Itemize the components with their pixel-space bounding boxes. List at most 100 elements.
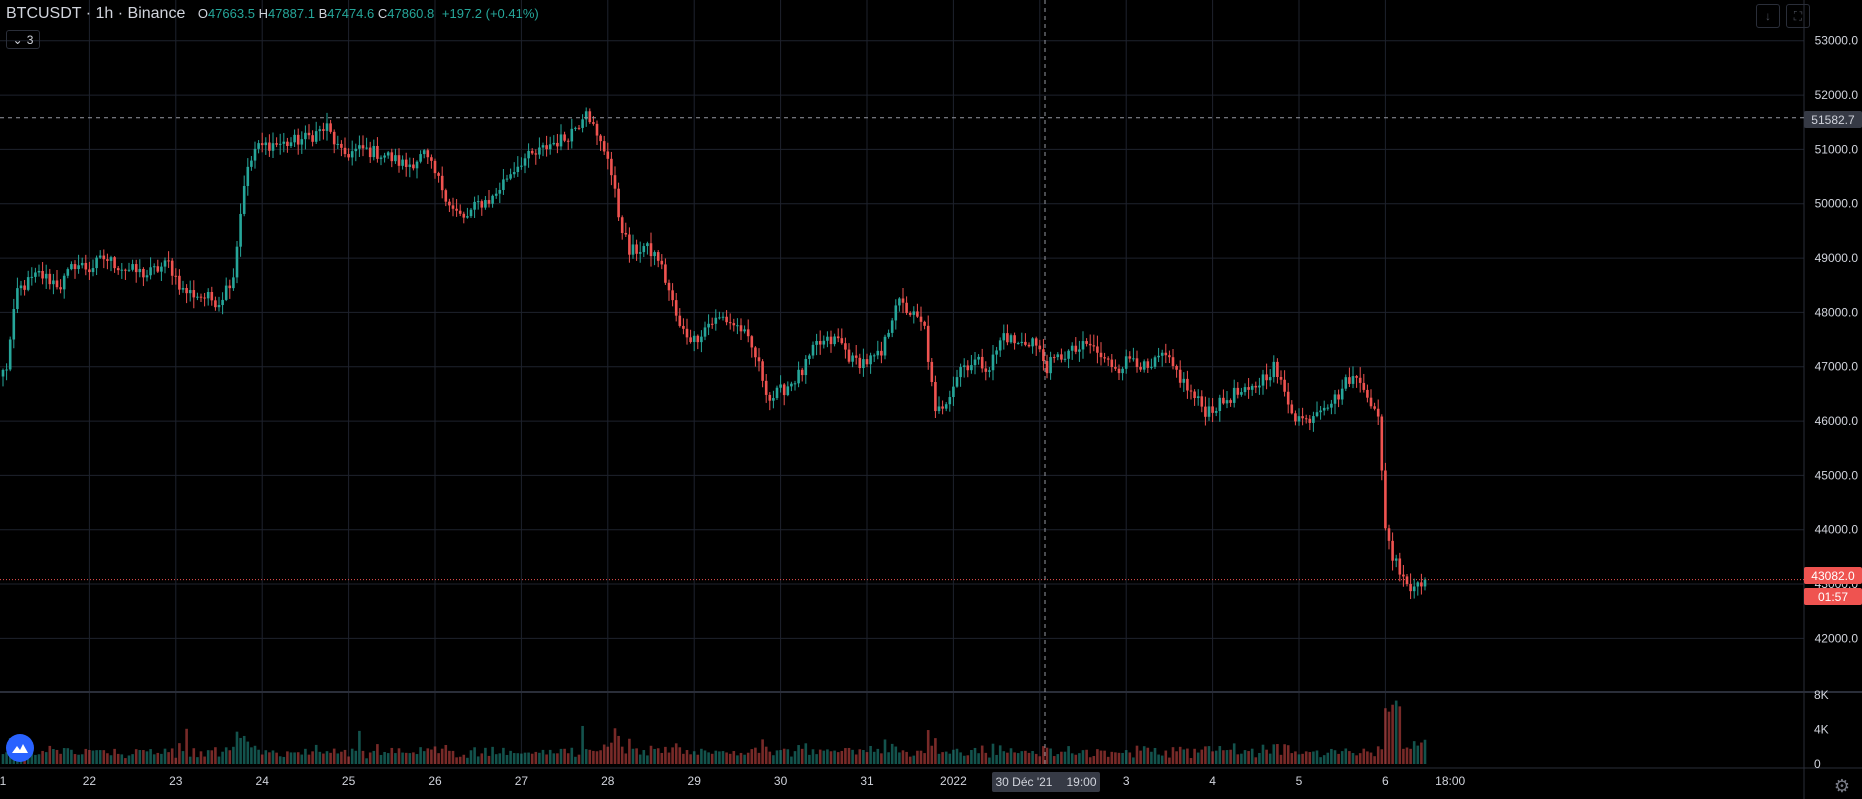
volume-bar — [811, 749, 815, 764]
tradingview-logo[interactable] — [6, 734, 34, 762]
gear-icon[interactable]: ⚙ — [1833, 776, 1850, 796]
volume-bar — [1304, 751, 1308, 764]
candle-body — [1319, 410, 1322, 413]
volume-bar — [5, 752, 8, 764]
candle-body — [545, 145, 548, 150]
fullscreen-icon[interactable]: ⛶ — [1786, 4, 1810, 28]
candle-body — [883, 336, 887, 356]
volume-bar — [1175, 751, 1178, 764]
volume-bar — [721, 751, 725, 764]
candle-body — [210, 292, 214, 301]
volume-bar — [127, 755, 131, 764]
volume-bar — [1178, 746, 1182, 764]
volume-bar — [491, 746, 494, 764]
candle-body — [1, 369, 5, 377]
candle-body — [397, 155, 401, 166]
volume-bar — [772, 755, 775, 764]
candle-body — [264, 142, 268, 146]
candle-body — [1052, 357, 1056, 359]
volume-bar — [563, 748, 566, 764]
candle-body — [368, 147, 372, 158]
candle-body — [1157, 355, 1160, 358]
volume-bar — [908, 756, 912, 764]
candle-body — [365, 147, 368, 149]
volume-bar — [804, 743, 808, 764]
candle-body — [1240, 392, 1243, 395]
volume-bar — [44, 752, 48, 764]
volume-bar — [642, 750, 646, 764]
volume-bar — [1211, 751, 1214, 764]
interval-label[interactable]: 1h — [95, 5, 114, 22]
candle-body — [322, 129, 325, 131]
candle-body — [1124, 356, 1128, 369]
volume-bar — [980, 745, 984, 764]
volume-bar — [829, 751, 833, 764]
volume-bar — [278, 756, 282, 764]
volume-bar — [1232, 743, 1236, 764]
volume-bar — [1358, 753, 1362, 764]
candle-body — [55, 280, 59, 288]
volume-bar — [1096, 749, 1099, 764]
candle-body — [782, 384, 786, 396]
volume-bar — [1290, 753, 1294, 764]
volume-bar — [340, 751, 343, 764]
candle-body — [1085, 341, 1088, 344]
candle-body — [930, 361, 934, 382]
candle-body — [1250, 385, 1254, 390]
time-axis[interactable]: 12223242526272829303120222345618:00 — [0, 774, 1466, 788]
download-icon[interactable]: ↓ — [1756, 4, 1780, 28]
volume-bar — [170, 748, 174, 764]
open-value: 47663.5 — [207, 6, 255, 21]
candle-body — [1330, 403, 1333, 408]
volume-bar — [149, 749, 152, 764]
volume-bar — [232, 746, 235, 764]
volume-bar — [1085, 749, 1088, 764]
volume-bar — [1409, 748, 1412, 764]
volume-bar — [1351, 753, 1355, 764]
volume-bar — [494, 754, 498, 764]
candle-body — [520, 165, 523, 167]
volume-bar — [73, 754, 77, 764]
x-tick-label: 31 — [860, 774, 874, 788]
volume-bar — [692, 751, 696, 764]
candle-body — [793, 383, 797, 385]
x-tick-label: 6 — [1382, 774, 1389, 788]
volume-bar — [1153, 747, 1157, 764]
candle-body — [952, 386, 955, 398]
candle-body — [1002, 333, 1006, 341]
indicators-toggle[interactable]: ⌄ 3 — [6, 30, 40, 49]
candle-body — [880, 350, 883, 356]
candle-body — [181, 287, 185, 290]
candle-body — [1042, 349, 1045, 362]
volume-bar — [1189, 758, 1193, 764]
symbol-name[interactable]: BTCUSDT — [6, 5, 82, 22]
candle-body — [134, 264, 138, 273]
low-value: 47474.6 — [327, 6, 375, 21]
candle-body — [1402, 574, 1405, 577]
volume-bar — [379, 754, 383, 764]
high-value: 47887.1 — [267, 6, 315, 21]
volume-bar — [638, 754, 642, 764]
volume-bar — [703, 750, 707, 764]
volume-bar — [365, 758, 368, 764]
candle-body — [1301, 416, 1304, 419]
candle-body — [1193, 391, 1196, 399]
volume-bar — [1258, 752, 1261, 764]
candle-body — [516, 166, 520, 173]
candle-body — [1254, 385, 1258, 388]
volume-bar — [498, 753, 502, 764]
volume-bar — [991, 743, 995, 764]
candle-body — [1196, 396, 1200, 399]
candle-body — [876, 350, 880, 356]
candle-body — [1171, 357, 1175, 366]
volume-bar — [394, 753, 397, 764]
candle-body — [491, 195, 494, 204]
candle-body — [1150, 366, 1153, 368]
candle-body — [671, 290, 674, 301]
volume-bar — [926, 730, 930, 764]
candle-body — [257, 143, 260, 149]
candle-body — [750, 336, 754, 348]
candle-body — [1175, 365, 1178, 370]
volume-bar — [1398, 706, 1402, 764]
